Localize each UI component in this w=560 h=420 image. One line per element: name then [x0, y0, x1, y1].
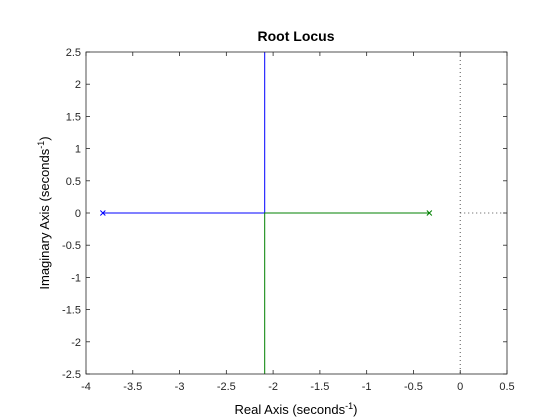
y-tick-label: -1	[71, 272, 81, 284]
x-axis-title: Real Axis (seconds-1)	[235, 401, 358, 417]
y-axis-title-close: )	[37, 136, 52, 140]
x-tick-label: -2	[268, 381, 278, 393]
y-tick-label: 1	[75, 144, 81, 156]
x-tick-label: -1	[362, 381, 372, 393]
y-tick-label: 0	[75, 208, 81, 220]
x-tick-label: -0.5	[404, 381, 423, 393]
pole-marker-stroke	[426, 210, 433, 216]
x-tick-label: -4	[81, 381, 91, 393]
y-tick-label: 2	[75, 79, 81, 91]
x-tick-label: -2.5	[217, 381, 236, 393]
x-tick-label: 0.5	[499, 381, 514, 393]
locus-branch-2	[264, 212, 430, 374]
locus-branches	[102, 52, 430, 374]
y-axis-title-superscript: -1	[36, 141, 46, 149]
y-tick-label: -1.5	[62, 305, 81, 317]
reference-lines	[459, 52, 507, 374]
pole-marker-1	[99, 210, 106, 216]
x-axis-title-text: Real Axis (seconds	[235, 402, 346, 417]
x-tick-label: -3	[175, 381, 185, 393]
x-axis-title-superscript: -1	[345, 401, 353, 411]
x-tick-label: -1.5	[310, 381, 329, 393]
y-tick-label: -0.5	[62, 240, 81, 252]
y-axis-title: Imaginary Axis (seconds-1)	[36, 136, 52, 289]
x-axis-title-close: )	[353, 402, 357, 417]
pole-marker-stroke	[99, 210, 106, 216]
x-tick-label: 0	[457, 381, 463, 393]
y-tick-label: 2.5	[66, 47, 81, 59]
y-tick-label: 1.5	[66, 111, 81, 123]
chart-title: Root Locus	[258, 28, 335, 44]
y-tick-label: 0.5	[66, 176, 81, 188]
y-axis-ticks: -2.5 -2 -1.5 -1 -0.5 0 0.5 1 1.5 2 2.5	[62, 47, 507, 381]
y-tick-label: -2.5	[62, 369, 81, 381]
y-tick-label: -2	[71, 337, 81, 349]
pole-marker-2	[426, 210, 433, 216]
y-axis-title-text: Imaginary Axis (seconds	[37, 148, 52, 289]
x-tick-label: -3.5	[123, 381, 142, 393]
pole-markers	[99, 210, 433, 216]
x-axis-ticks: -4 -3.5 -3 -2.5 -2 -1.5 -1 -0.5 0 0.5	[81, 52, 515, 393]
